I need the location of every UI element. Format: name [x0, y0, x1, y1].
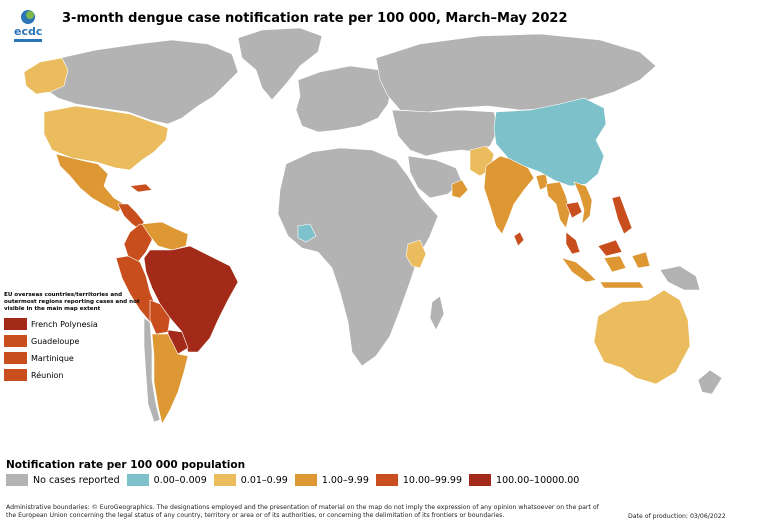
map-region-malaysia: [565, 231, 623, 257]
map-region-venezuela: [141, 221, 189, 251]
map-region-vietnam: [573, 181, 593, 225]
map-region-central-america: [117, 183, 153, 231]
overseas-item: Martinique: [4, 352, 144, 365]
legend-swatch: [375, 474, 398, 486]
logo-leaf-icon: [26, 11, 34, 19]
overseas-swatch: [4, 352, 27, 365]
map-region-madagascar: [429, 295, 445, 331]
map-region-chile: [143, 317, 161, 423]
map-region-brazil: [143, 245, 239, 353]
overseas-swatch: [4, 335, 27, 348]
overseas-item: French Polynesia: [4, 318, 144, 331]
legend-label: 10.00–99.99: [402, 474, 463, 486]
logo-bar: [14, 39, 42, 42]
overseas-label: Réunion: [31, 370, 64, 380]
legend-title: Notification rate per 100 000 population: [6, 459, 246, 471]
production-date: Date of production: 03/06/2022: [628, 513, 726, 520]
overseas-swatch: [4, 369, 27, 382]
legend-item: 1.00–9.99: [294, 474, 369, 486]
ecdc-logo: ecdc: [14, 10, 42, 42]
legend-label: No cases reported: [33, 474, 120, 486]
disclaimer-text: Administrative boundaries: © EuroGeograp…: [6, 504, 599, 520]
map-region-indonesia: [561, 251, 651, 289]
map-region-new-zealand: [697, 369, 723, 395]
overseas-regions-list: French Polynesia Guadeloupe Martinique R…: [4, 318, 144, 382]
logo-text: ecdc: [14, 25, 42, 38]
legend-swatch: [213, 474, 236, 486]
legend: No cases reported 0.00–0.009 0.01–0.99 1…: [6, 474, 586, 486]
map-region-africa: [277, 147, 439, 367]
map-region-alaska: [23, 57, 69, 95]
overseas-item: Guadeloupe: [4, 335, 144, 348]
map-region-india: [483, 155, 535, 235]
legend-swatch: [294, 474, 317, 486]
overseas-regions-title: EU overseas countries/territories and ou…: [4, 292, 140, 313]
map-region-bangladesh: [535, 173, 549, 191]
map-region-china: [493, 97, 607, 187]
overseas-swatch: [4, 318, 27, 331]
overseas-item: Réunion: [4, 369, 144, 382]
map-region-oman: [451, 179, 469, 199]
legend-label: 0.00–0.009: [153, 474, 207, 486]
legend-swatch: [6, 474, 28, 486]
map-region-cambodia: [565, 201, 583, 219]
overseas-label: Guadeloupe: [31, 336, 80, 346]
legend-label: 1.00–9.99: [321, 474, 369, 486]
map-region-greenland: [237, 27, 323, 101]
map-region-philippines: [611, 195, 633, 235]
map-region-north-america: [37, 39, 239, 125]
map-region-australia: [593, 289, 691, 385]
map-region-new-guinea: [659, 265, 701, 291]
legend-label: 100.00–10000.00: [496, 474, 580, 486]
legend-item: 0.01–0.99: [213, 474, 288, 486]
map-region-russia: [375, 33, 657, 113]
overseas-regions-legend: EU overseas countries/territories and ou…: [4, 292, 144, 382]
legend-item: No cases reported: [6, 474, 120, 486]
map-title: 3-month dengue case notification rate pe…: [62, 11, 568, 26]
map-region-united-states: [43, 105, 169, 171]
map-region-argentina: [151, 333, 189, 425]
map-region-europe: [295, 65, 393, 133]
legend-item: 100.00–10000.00: [469, 474, 579, 486]
map-region-sri-lanka: [513, 231, 525, 247]
legend-swatch: [126, 474, 149, 486]
legend-swatch: [469, 474, 492, 486]
legend-item: 10.00–99.99: [375, 474, 463, 486]
map-region-cote-divoire: [297, 223, 317, 243]
map-region-kenya: [405, 239, 427, 269]
legend-item: 0.00–0.009: [126, 474, 207, 486]
map-region-thailand: [545, 181, 571, 229]
overseas-label: French Polynesia: [31, 319, 98, 329]
legend-label: 0.01–0.99: [240, 474, 288, 486]
overseas-label: Martinique: [31, 353, 74, 363]
